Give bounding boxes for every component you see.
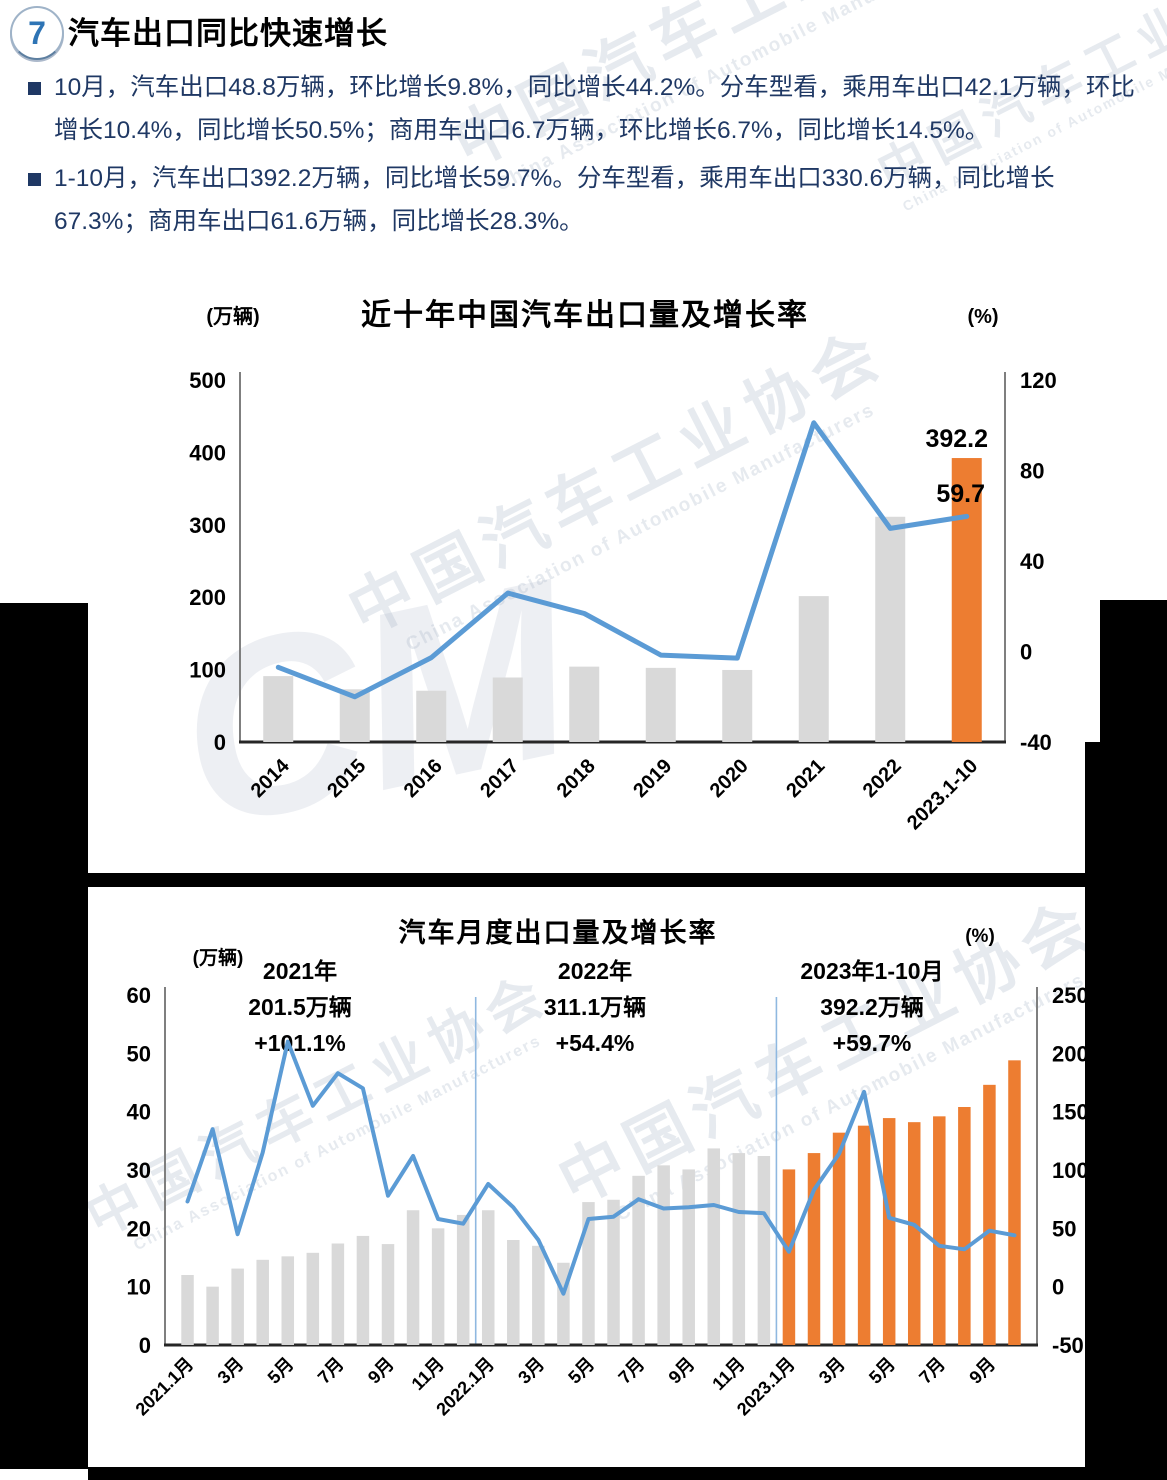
svg-text:近十年中国汽车出口量及增长率: 近十年中国汽车出口量及增长率 — [361, 298, 809, 332]
svg-text:-40: -40 — [1020, 730, 1052, 755]
svg-text:40: 40 — [127, 1100, 151, 1125]
chart-header: 汽车月度出口量及增长率 (万辆) (%) — [193, 917, 995, 969]
svg-text:5月: 5月 — [865, 1354, 899, 1388]
svg-text:150: 150 — [1052, 1100, 1085, 1125]
svg-text:7月: 7月 — [314, 1354, 348, 1388]
svg-text:2021年: 2021年 — [263, 958, 337, 984]
svg-text:0: 0 — [139, 1333, 151, 1358]
section-number-badge: 7 — [10, 6, 64, 60]
year-annotations: 2021年 201.5万辆 +101.1% 2022年 311.1万辆 +54.4% 202… — [248, 958, 943, 1056]
bullet-text: 1-10月，汽车出口392.2万辆，同比增长59.7%。分车型看，乘用车出口33… — [54, 165, 1055, 235]
letterbox-right-lower — [1085, 742, 1167, 1480]
svg-text:11月: 11月 — [708, 1354, 748, 1394]
svg-text:40: 40 — [1020, 549, 1044, 574]
svg-text:(%): (%) — [967, 306, 998, 328]
svg-text:50: 50 — [1052, 1216, 1076, 1241]
letterbox-left — [0, 603, 88, 1469]
svg-text:11月: 11月 — [408, 1354, 448, 1394]
y-axis-right-labels: -40 0 40 80 120 — [1020, 368, 1057, 755]
svg-text:2023年1-10月: 2023年1-10月 — [800, 958, 943, 984]
value-annotations: 392.2 59.7 — [925, 425, 988, 508]
svg-text:20: 20 — [127, 1216, 151, 1241]
svg-text:500: 500 — [189, 368, 226, 393]
letterbox-middle-band — [88, 873, 1085, 887]
svg-text:(%): (%) — [965, 926, 995, 947]
svg-text:0: 0 — [214, 730, 226, 755]
chart-header: 近十年中国汽车出口量及增长率 (万辆) (%) — [206, 298, 998, 332]
svg-text:2021.1月: 2021.1月 — [132, 1354, 198, 1420]
svg-text:0: 0 — [1020, 640, 1032, 665]
svg-text:(万辆): (万辆) — [206, 304, 259, 328]
section-number: 7 — [28, 15, 46, 51]
svg-text:311.1万辆: 311.1万辆 — [544, 994, 646, 1020]
svg-text:+59.7%: +59.7% — [833, 1030, 912, 1056]
y-axis-left-labels: 0 10 20 30 40 50 60 — [127, 983, 151, 1358]
svg-text:60: 60 — [127, 983, 151, 1008]
year-separators — [474, 997, 778, 1344]
svg-text:9月: 9月 — [665, 1354, 699, 1388]
svg-text:200: 200 — [189, 585, 226, 610]
svg-text:392.2万辆: 392.2万辆 — [820, 994, 924, 1020]
growth-line — [185, 1039, 1017, 1296]
svg-text:2015: 2015 — [323, 755, 370, 802]
svg-text:3月: 3月 — [815, 1354, 849, 1388]
svg-text:120: 120 — [1020, 368, 1057, 393]
svg-text:2022年: 2022年 — [558, 958, 632, 984]
y-axis-left-labels: 0 100 200 300 400 500 — [189, 368, 226, 755]
annual-export-chart: 近十年中国汽车出口量及增长率(万辆) (%)0100200300400500-40… — [189, 298, 1057, 834]
bullet-text: 10月，汽车出口48.8万辆，环比增长9.8%，同比增长44.2%。分车型看，乘… — [54, 74, 1135, 144]
svg-text:2023.1-10: 2023.1-10 — [903, 755, 982, 834]
bullet-square-icon — [28, 173, 41, 186]
monthly-export-chart: 汽车月度出口量及增长率(万辆)(%)2021年201.5万辆+101.1%202… — [127, 917, 1085, 1420]
page-title: 汽车出口同比快速增长 — [68, 16, 388, 51]
svg-text:2020: 2020 — [706, 755, 753, 802]
svg-text:汽车月度出口量及增长率: 汽车月度出口量及增长率 — [399, 917, 718, 948]
svg-text:9月: 9月 — [965, 1354, 999, 1388]
svg-text:392.2: 392.2 — [925, 425, 988, 453]
svg-text:2022: 2022 — [859, 755, 906, 802]
svg-text:2017: 2017 — [476, 755, 523, 802]
svg-text:2014: 2014 — [247, 754, 295, 802]
bars — [263, 458, 982, 742]
svg-text:200: 200 — [1052, 1041, 1085, 1066]
svg-text:300: 300 — [189, 513, 226, 538]
letterbox-right-upper — [1100, 600, 1167, 742]
bullet-square-icon — [28, 82, 41, 95]
svg-text:2018: 2018 — [553, 755, 600, 802]
bullet-item: 10月，汽车出口48.8万辆，环比增长9.8%，同比增长44.2%。分车型看，乘… — [28, 66, 1140, 152]
svg-text:5月: 5月 — [264, 1354, 298, 1388]
x-axis-labels: 2014 2015 2016 2017 2018 2019 2020 2021 20222023… — [247, 754, 983, 834]
svg-text:30: 30 — [127, 1158, 151, 1183]
svg-text:-50: -50 — [1052, 1333, 1084, 1358]
svg-text:201.5万辆: 201.5万辆 — [248, 994, 352, 1020]
svg-text:2019: 2019 — [629, 755, 676, 802]
summary-bullets: 10月，汽车出口48.8万辆，环比增长9.8%，同比增长44.2%。分车型看，乘… — [28, 66, 1140, 248]
svg-text:100: 100 — [189, 658, 226, 683]
svg-text:(万辆): (万辆) — [193, 946, 244, 969]
svg-text:50: 50 — [127, 1041, 151, 1066]
svg-text:7月: 7月 — [915, 1354, 949, 1388]
svg-text:2021: 2021 — [782, 755, 829, 802]
svg-text:100: 100 — [1052, 1158, 1085, 1183]
growth-line — [275, 420, 970, 700]
svg-text:3月: 3月 — [214, 1354, 248, 1388]
svg-text:59.7: 59.7 — [936, 480, 985, 508]
svg-text:250: 250 — [1052, 983, 1085, 1008]
svg-text:9月: 9月 — [364, 1354, 398, 1388]
svg-text:10: 10 — [127, 1275, 151, 1300]
svg-text:80: 80 — [1020, 459, 1044, 484]
svg-text:2016: 2016 — [400, 755, 447, 802]
letterbox-bottom — [88, 1467, 1167, 1480]
y-axis-right-labels: -50 0 50 100 150 200 250 — [1052, 983, 1085, 1358]
svg-text:5月: 5月 — [564, 1354, 598, 1388]
svg-text:400: 400 — [189, 440, 226, 465]
svg-text:+101.1%: +101.1% — [254, 1030, 345, 1056]
bullet-item: 1-10月，汽车出口392.2万辆，同比增长59.7%。分车型看，乘用车出口33… — [28, 157, 1140, 243]
svg-text:3月: 3月 — [514, 1354, 548, 1388]
svg-text:0: 0 — [1052, 1275, 1064, 1300]
bars — [181, 1060, 1021, 1345]
svg-text:+54.4%: +54.4% — [556, 1030, 635, 1056]
svg-text:7月: 7月 — [614, 1354, 648, 1388]
